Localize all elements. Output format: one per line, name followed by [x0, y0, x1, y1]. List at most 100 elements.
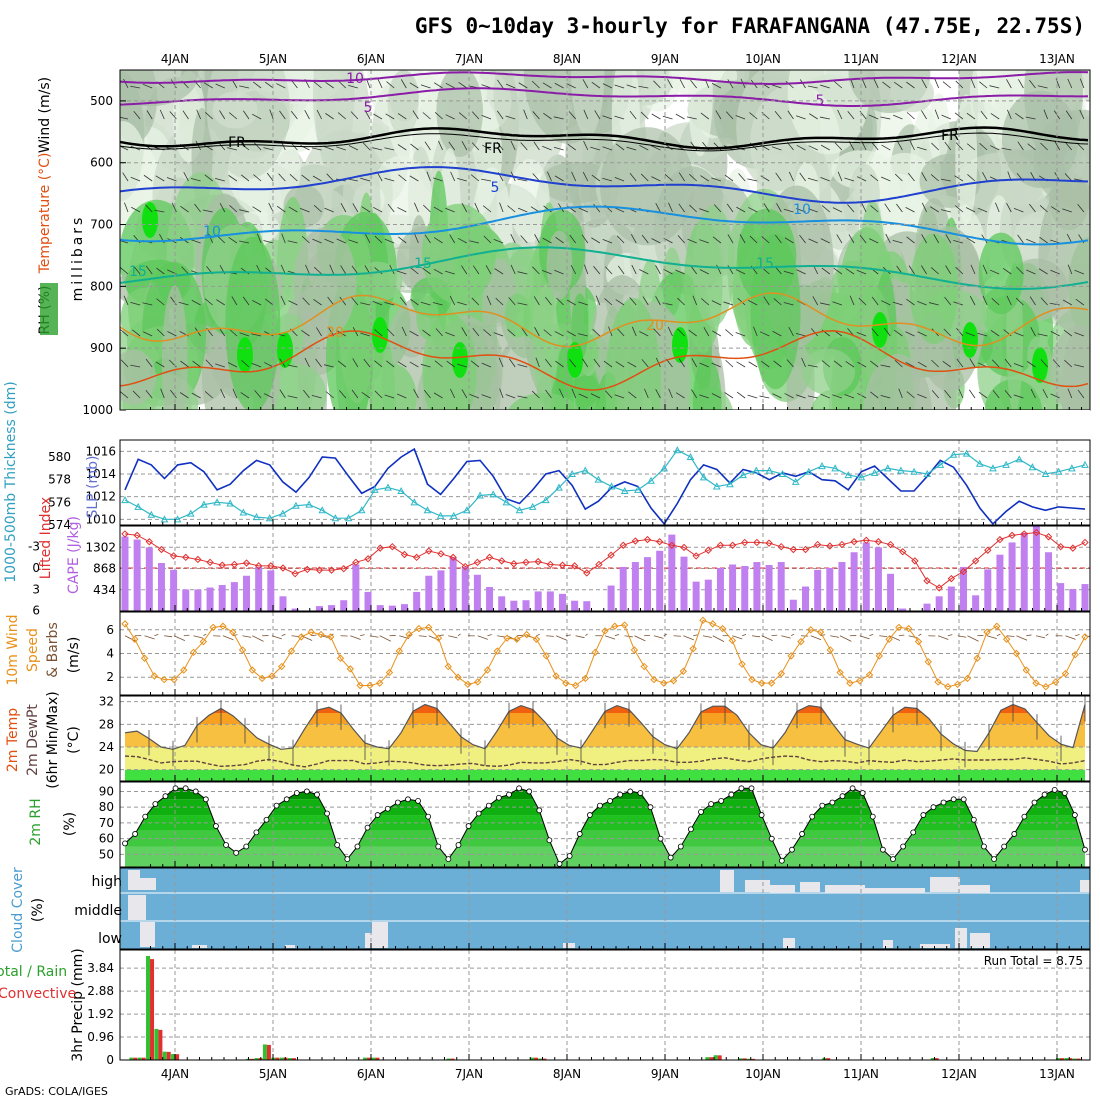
wind-barb — [688, 329, 697, 337]
wind-barb — [142, 331, 153, 337]
wind-barb — [445, 332, 455, 337]
wind-ylabel-3: & Barbs — [45, 622, 61, 678]
wind-barb — [339, 296, 347, 306]
wind-barb — [337, 330, 347, 337]
rh-line-point — [930, 804, 937, 811]
wind-barb — [204, 391, 213, 399]
wind-barb — [202, 209, 213, 213]
wind-barb — [545, 358, 552, 368]
thickness-line-point — [975, 459, 984, 467]
rh-line-point — [829, 799, 836, 806]
cape-tick-label: 868 — [93, 562, 116, 576]
wind-barb — [1077, 203, 1085, 213]
wind-barb — [360, 332, 371, 337]
wind-barb — [146, 110, 153, 120]
rh-line-point — [455, 842, 462, 848]
wind-barb — [594, 110, 601, 120]
wind-barb — [326, 173, 334, 182]
li-line-point — [157, 545, 166, 554]
rh-line-point — [364, 824, 371, 831]
wind-barb — [263, 147, 274, 151]
wind-barb — [871, 142, 879, 151]
wind-barb — [751, 635, 761, 638]
wind-barb — [834, 81, 843, 89]
precip-ylabel: 3hr Precip (mm) — [70, 948, 86, 1061]
wind-barb — [505, 115, 516, 120]
wind-barb — [763, 203, 770, 213]
rh-line-point — [809, 813, 816, 820]
wind-barb — [566, 299, 576, 306]
wind-barb — [711, 393, 722, 399]
slp-tick-label: 1016 — [85, 444, 116, 458]
wind-barb — [1004, 389, 1012, 399]
rh-line-point — [1021, 813, 1028, 820]
wind-barb — [252, 81, 262, 89]
wind-barb — [644, 388, 649, 399]
wind-barb — [498, 357, 504, 368]
li-line-point — [534, 557, 542, 566]
wind-barb — [481, 394, 492, 399]
cape-bar — [850, 552, 858, 611]
wind-barb — [668, 388, 673, 399]
rh-line-point — [607, 797, 613, 804]
cape-bar — [753, 562, 761, 611]
wind-barb — [450, 171, 456, 182]
y-tick-label-pressure: 1000 — [82, 403, 113, 417]
wind-barb — [968, 389, 976, 399]
wind-barb — [361, 206, 371, 213]
wind-barb — [120, 359, 129, 368]
wind-barb — [164, 635, 173, 638]
li-line-point — [388, 542, 397, 551]
li-line-point — [230, 560, 239, 569]
wind-barb — [510, 233, 516, 244]
li-line-point — [607, 551, 615, 559]
wind-barb — [365, 233, 371, 244]
li-line-point — [303, 565, 311, 574]
wind-speed-line-point — [846, 679, 854, 687]
wind-barb — [144, 635, 155, 640]
wind-barb — [154, 633, 159, 637]
wind-barb — [351, 265, 359, 275]
wind-barb — [673, 635, 681, 637]
wind-barb — [301, 235, 310, 244]
cape-bar — [680, 556, 688, 611]
wind-barb — [581, 234, 589, 244]
wind-barb — [532, 111, 540, 120]
precip-total-bar — [287, 1058, 292, 1060]
wind-barb — [629, 297, 637, 306]
li-line-point — [741, 538, 749, 547]
wind-speed-line-point — [473, 678, 482, 686]
wind-barb — [264, 298, 274, 306]
wind-barb — [810, 635, 822, 641]
wind-barb — [173, 635, 186, 642]
wind-barb — [735, 269, 746, 275]
contour-label: FR — [484, 141, 502, 157]
wind-barb — [970, 264, 976, 275]
temp-ylabel-2: 2m DewPt — [25, 704, 41, 776]
li-line-point — [971, 557, 980, 565]
precip-convective-bar — [175, 1054, 180, 1060]
wind-barb — [699, 362, 709, 368]
thickness-line-point — [397, 486, 406, 494]
wind-barb — [494, 268, 504, 275]
wind-barb — [668, 202, 673, 213]
wind-barb — [631, 264, 637, 275]
thickness-line-point — [923, 469, 932, 477]
wind-barb — [1013, 363, 1024, 368]
wind-speed-line-point — [513, 635, 521, 643]
wind-barb — [496, 110, 504, 120]
wind-barb — [166, 177, 177, 182]
rh-line-point — [495, 794, 502, 801]
wind-barb — [553, 116, 564, 120]
wind-barb — [931, 390, 940, 399]
wind-speed-line-point — [875, 652, 883, 660]
dewpoint-line — [124, 755, 1086, 768]
wind-barb — [208, 233, 214, 244]
wind-barb — [655, 296, 661, 306]
wind-barb — [1050, 331, 1060, 337]
wind-barb — [965, 332, 976, 337]
wind-speed-line-point — [454, 673, 462, 681]
wind-barb — [130, 364, 141, 368]
wind-barb — [856, 332, 867, 337]
wind-barb — [583, 264, 589, 275]
